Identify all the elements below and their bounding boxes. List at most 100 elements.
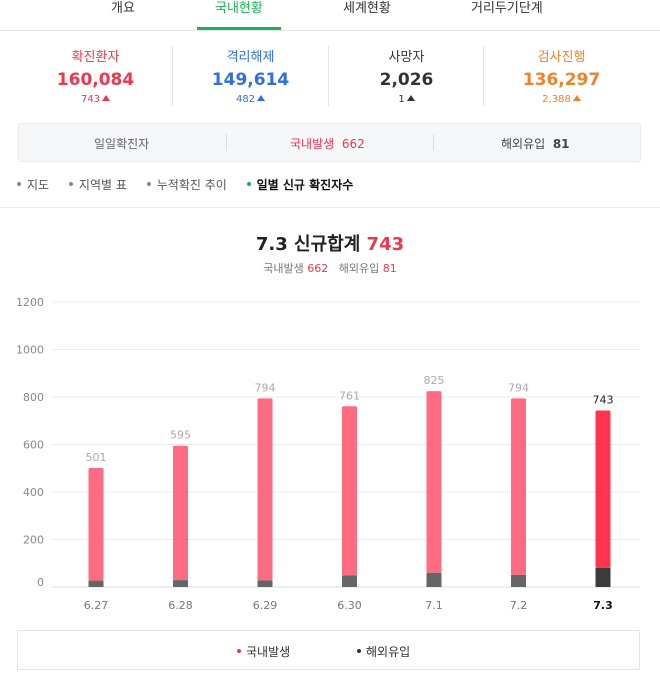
x-tick-label: 7.3	[593, 599, 613, 612]
stat-delta-value: 743	[80, 94, 101, 105]
stat-label: 검사진행	[537, 50, 586, 65]
bar-overseas	[342, 575, 357, 587]
bar-overseas	[88, 580, 104, 587]
stat-delta-value: 2,388	[542, 94, 571, 105]
chart-sub-overseas-label: 해외유입	[338, 262, 380, 275]
tab-distancing[interactable]: 거리두기단계	[471, 1, 543, 16]
stat-delta: 482	[173, 94, 328, 105]
stat-value: 136,297	[522, 70, 601, 90]
bar-overseas	[426, 572, 442, 587]
up-arrow-icon	[257, 95, 266, 101]
bar-domestic	[257, 398, 273, 581]
overseas-label: 해외유입	[501, 137, 546, 151]
up-arrow-icon	[572, 95, 581, 101]
tab-overview[interactable]: 개요	[111, 1, 135, 16]
stat-released: 격리해제 149,614 482	[173, 38, 328, 110]
subnav-label: 지도	[27, 178, 50, 192]
bullet-icon	[68, 182, 73, 186]
bar-domestic	[511, 398, 526, 575]
top-tab-bar: 개요 국내현황 세계현황 거리두기단계	[0, 0, 660, 31]
stat-delta: 1	[329, 94, 484, 105]
domestic-summary: 국내발생 662	[290, 135, 365, 152]
stat-label: 격리해제	[226, 50, 275, 65]
up-arrow-icon	[102, 95, 111, 101]
legend-label: 해외유입	[366, 645, 411, 659]
legend-item-overseas[interactable]: 해외유입	[357, 643, 410, 660]
bar-overseas	[173, 580, 188, 587]
legend-dot-icon	[237, 649, 241, 653]
x-tick-label: 6.27	[84, 599, 109, 612]
y-tick-label: 1200	[16, 296, 44, 309]
tab-domestic[interactable]: 국내현황	[215, 1, 263, 16]
summary-divider	[226, 134, 227, 151]
x-tick-label: 6.29	[253, 599, 278, 612]
bar-overseas	[257, 580, 273, 587]
bar-domestic	[595, 410, 611, 568]
stat-testing: 검사진행 136,297 2,388	[484, 38, 639, 110]
stat-value: 160,084	[56, 70, 135, 90]
stat-deaths: 사망자 2,026 1	[329, 38, 484, 110]
y-tick-label: 400	[23, 486, 44, 499]
subnav-label: 일별 신규 확진자수	[256, 178, 354, 192]
bar-total-label: 825	[424, 374, 445, 387]
chart-sub-domestic-value: 662	[307, 262, 329, 275]
chart-sub-domestic-label: 국내발생	[263, 262, 304, 275]
stat-label: 확진환자	[71, 50, 120, 65]
bar-domestic	[88, 468, 104, 581]
y-tick-label: 0	[37, 576, 44, 589]
stat-divider	[483, 46, 484, 106]
subnav-cumulative-trend[interactable]: 누적확진 추이	[146, 176, 227, 193]
stat-value: 2,026	[379, 70, 434, 90]
subnav-region-table[interactable]: 지역별 표	[68, 176, 127, 193]
bar-total-label: 794	[508, 381, 529, 394]
summary-divider	[433, 134, 434, 151]
x-tick-label: 7.1	[425, 599, 443, 612]
daily-confirmed-label: 일일확진자	[94, 137, 150, 151]
bar-overseas	[595, 567, 611, 587]
bar-overseas	[511, 574, 526, 587]
chart-title: 7.3 신규합계 743	[0, 230, 660, 256]
legend-dot-icon	[357, 649, 361, 653]
subnav-label: 지역별 표	[78, 178, 127, 192]
domestic-value: 662	[341, 137, 365, 151]
bullet-icon	[146, 182, 151, 186]
bullet-icon	[17, 182, 21, 186]
chart-title-prefix: 7.3 신규합계	[255, 234, 361, 255]
overseas-value: 81	[552, 137, 570, 151]
chart-subnav: 지도 지역별 표 누적확진 추이 일별 신규 확진자수	[17, 176, 369, 193]
bullet-icon	[246, 182, 251, 186]
chart-legend: 국내발생 해외유입	[17, 630, 640, 670]
up-arrow-icon	[406, 95, 415, 101]
stat-value: 149,614	[211, 70, 290, 90]
legend-item-domestic[interactable]: 국내발생	[237, 643, 290, 660]
bar-total-label: 501	[86, 451, 107, 464]
overseas-summary: 해외유입 81	[501, 135, 570, 152]
x-tick-label: 7.2	[510, 599, 528, 612]
domestic-label: 국내발생	[290, 137, 335, 151]
subnav-map[interactable]: 지도	[17, 176, 49, 193]
chart-title-total: 743	[366, 234, 405, 255]
daily-summary-bar: 일일확진자 국내발생 662 해외유입 81	[18, 123, 641, 162]
section-divider	[0, 207, 660, 208]
stats-panel: 확진환자 160,084 743 격리해제 149,614 482 사망자 2,…	[0, 38, 660, 114]
bar-total-label: 743	[593, 394, 614, 407]
legend-label: 국내발생	[246, 645, 291, 659]
active-tab-indicator	[197, 27, 281, 30]
y-tick-label: 200	[23, 534, 44, 547]
stat-delta: 743	[18, 94, 173, 105]
stat-delta: 2,388	[484, 94, 639, 105]
x-tick-label: 6.30	[337, 599, 362, 612]
y-tick-label: 800	[23, 391, 44, 404]
y-tick-label: 600	[23, 439, 44, 452]
stat-divider	[172, 46, 173, 106]
stat-divider	[328, 46, 329, 106]
stat-confirmed: 확진환자 160,084 743	[18, 38, 173, 110]
stat-label: 사망자	[388, 50, 425, 65]
chart-sub-overseas-value: 81	[382, 262, 397, 275]
subnav-daily-new[interactable]: 일별 신규 확진자수	[246, 176, 354, 193]
tab-world[interactable]: 세계현황	[343, 1, 391, 16]
bar-total-label: 595	[170, 429, 191, 442]
subnav-label: 누적확진 추이	[156, 178, 227, 192]
stat-delta-value: 482	[235, 94, 256, 105]
